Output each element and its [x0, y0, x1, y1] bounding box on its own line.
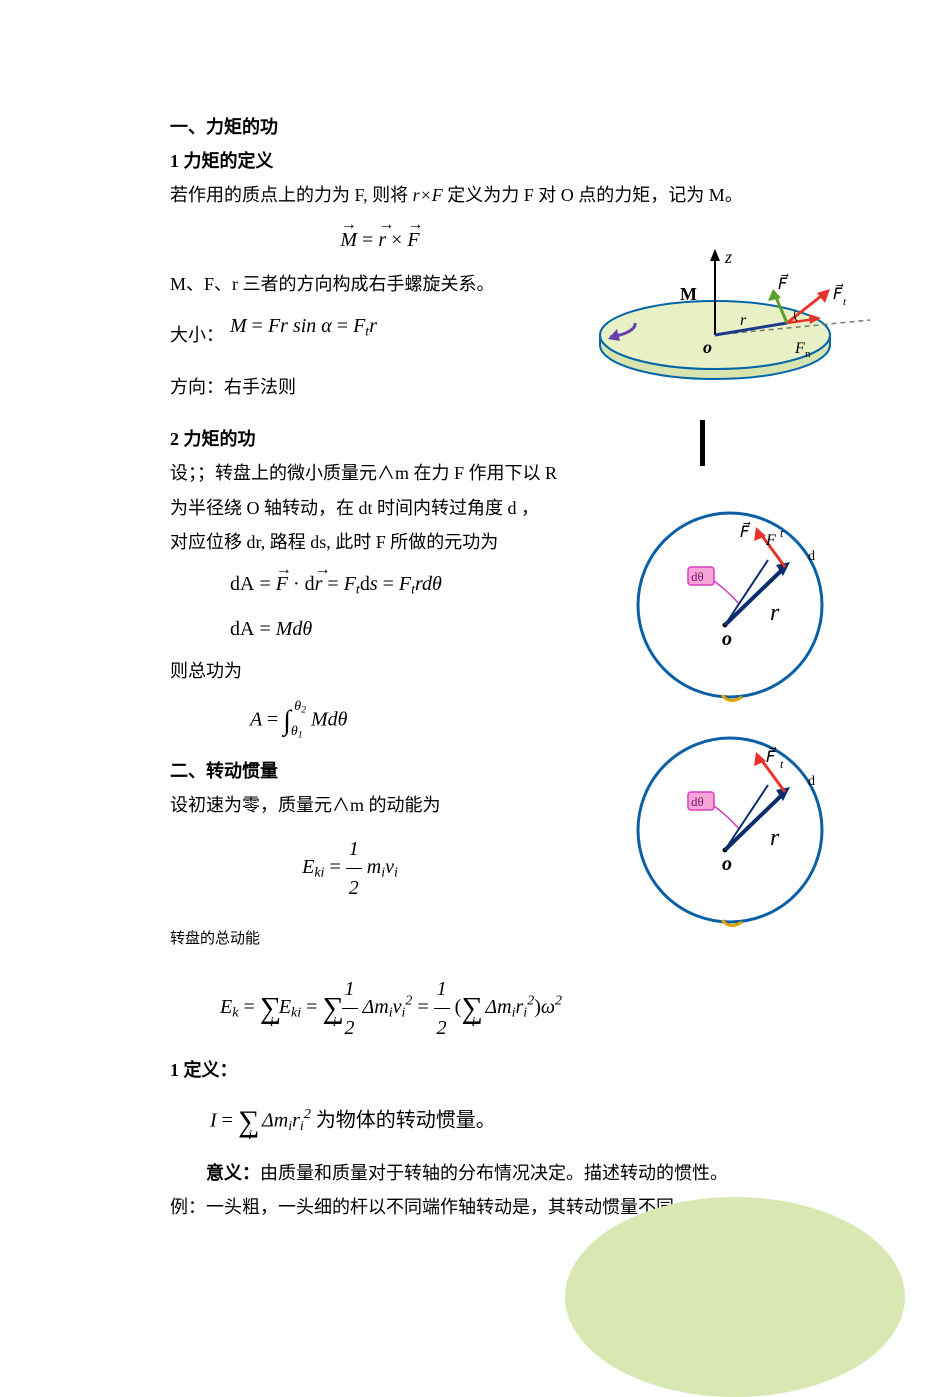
sym-I: I — [210, 1110, 217, 1132]
eq-I-def: I = ∑i Δmiri2 为物体的转动惯量。 — [170, 1093, 865, 1150]
sym-Mdth: Mdθ — [276, 618, 312, 640]
para-torque-def: 若作用的质点上的力为 F, 则将 r×F 定义为力 F 对 O 点的力矩，记为 … — [170, 178, 865, 212]
figure-vertical-bar — [700, 420, 705, 466]
sym-th: θ — [291, 724, 298, 739]
svg-text:d: d — [808, 774, 815, 789]
para-meaning: 意义：由质量和质量对于转轴的分布情况决定。描述转动的惯性。 — [170, 1156, 865, 1190]
sym-rdth: rdθ — [415, 573, 442, 595]
circle-2-svg: o r F⃗ t d dθ — [630, 730, 830, 930]
sym-v: v — [385, 856, 394, 878]
heading-torque-work: 一、力矩的功 — [170, 110, 865, 144]
sym-r: r — [369, 315, 377, 337]
label-meaning: 意义： — [206, 1163, 260, 1183]
text-meaning: 由质量和质量对于转轴的分布情况决定。描述转动的惯性。 — [260, 1163, 728, 1183]
sub-i: i — [394, 866, 398, 881]
num-1: 1 — [434, 970, 450, 1008]
sym-A: A — [250, 709, 262, 731]
sym-M: M — [230, 315, 247, 337]
subheading-torque-def: 1 力矩的定义 — [170, 144, 865, 178]
svg-text:d: d — [808, 549, 815, 564]
sym-dm: Δm — [363, 996, 389, 1018]
svg-text:F⃗: F⃗ — [778, 273, 789, 293]
svg-text:r: r — [770, 825, 780, 851]
sup-2: 2 — [304, 1107, 311, 1122]
svg-text:r: r — [770, 600, 780, 626]
sym-E: E — [279, 996, 291, 1018]
svg-text:F: F — [794, 340, 805, 357]
svg-text:t: t — [843, 296, 847, 308]
sym-s: s — [370, 573, 378, 595]
page: 一、力矩的功 1 力矩的定义 若作用的质点上的力为 F, 则将 r×F 定义为力… — [0, 0, 945, 1337]
sym-m: m — [367, 856, 381, 878]
svg-text:M: M — [680, 284, 697, 304]
sub-i: i — [248, 1128, 252, 1143]
circle-1-svg: o r F⃗ t F d dθ — [630, 505, 830, 705]
den-2: 2 — [434, 1008, 450, 1047]
svg-text:o: o — [722, 628, 732, 650]
para-right-hand-rel: M、F、r 三者的方向构成右手螺旋关系。 — [170, 267, 590, 301]
disk-torque-svg: z M r o F⃗ F⃗ t F n — [575, 245, 875, 415]
sym-Mdth: Mdθ — [311, 709, 347, 731]
sym-Frsin: Fr sin — [268, 315, 316, 337]
subheading-torque-work: 2 力矩的功 — [170, 422, 865, 456]
para-work-1: 设；；转盘上的微小质量元∧m 在力 F 作用下以 R — [170, 456, 590, 490]
sup-2: 2 — [555, 994, 562, 1009]
para-work-2: 为半径绕 O 轴转动，在 dt 时间内转过角度 d ， — [170, 491, 590, 525]
sub-k: k — [232, 1005, 238, 1020]
eq-Eki: Eki = 12 mivi — [170, 830, 530, 907]
sym-F: F — [353, 315, 365, 337]
sym-dA: dA — [230, 618, 254, 640]
figure-circle-2: o r F⃗ t d dθ — [630, 730, 830, 930]
svg-text:r: r — [740, 312, 747, 329]
text: 定义为力 F 对 O 点的力矩，记为 M。 — [443, 185, 743, 205]
eq-M-rxF: →M = →r × →F — [170, 221, 590, 259]
sym-E: E — [220, 996, 232, 1018]
figure-circle-1: o r F⃗ t F d dθ — [630, 505, 830, 705]
text-is-moi: 为物体的转动惯量。 — [316, 1110, 496, 1132]
sub-i: i — [333, 1015, 337, 1030]
eq-Ek-sum: Ek = ∑i Eki = ∑i 12 Δmivi2 = 12 (∑i Δmir… — [170, 970, 865, 1047]
sym-r: r — [292, 1110, 300, 1132]
sym-dm: Δm — [262, 1110, 288, 1132]
subheading-definition: 1 定义： — [170, 1053, 865, 1087]
sym-dA: dA — [230, 573, 254, 595]
sub-2: 2 — [301, 705, 306, 716]
sym-alpha: α — [321, 315, 332, 337]
sym-omega: ω — [541, 996, 555, 1018]
sub-i: i — [270, 1015, 274, 1030]
para-work-3: 对应位移 dr, 路程 ds, 此时 F 所做的元功为 — [170, 525, 590, 559]
sub-i: i — [472, 1015, 476, 1030]
sym-F: F — [344, 573, 356, 595]
sub-1: 1 — [298, 730, 303, 741]
num-1: 1 — [346, 830, 362, 868]
svg-text:n: n — [805, 348, 811, 360]
sub-ki: ki — [291, 1005, 301, 1020]
svg-text:o: o — [703, 337, 712, 357]
svg-text:dθ: dθ — [691, 794, 704, 809]
den-2: 2 — [342, 1008, 358, 1047]
decorative-ellipse — [565, 1197, 905, 1397]
sym-E: E — [302, 856, 314, 878]
svg-text:dθ: dθ — [691, 569, 704, 584]
svg-text:F: F — [765, 532, 776, 549]
num-1: 1 — [342, 970, 358, 1008]
sym-F: F — [399, 573, 411, 595]
sup-2: 2 — [405, 994, 412, 1009]
figure-disk-torque: z M r o F⃗ F⃗ t F n — [575, 245, 875, 415]
svg-text:o: o — [722, 853, 732, 875]
den-2: 2 — [346, 868, 362, 907]
inline-rxF: r×F — [413, 185, 443, 205]
text: 若作用的质点上的力为 F, 则将 — [170, 185, 413, 205]
sym-dm: Δm — [485, 996, 511, 1018]
sub-ki: ki — [314, 866, 324, 881]
svg-text:z: z — [724, 247, 732, 267]
